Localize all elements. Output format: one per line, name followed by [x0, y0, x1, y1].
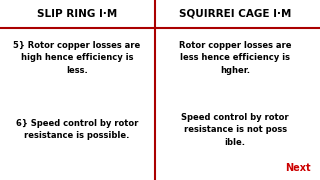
- Text: SQUIRREI CAGE I·M: SQUIRREI CAGE I·M: [179, 9, 292, 19]
- Text: 5} Rotor copper losses are
high hence efficiency is
less.: 5} Rotor copper losses are high hence ef…: [13, 41, 140, 75]
- Text: Rotor copper losses are
less hence efficiency is
hgher.: Rotor copper losses are less hence effic…: [179, 41, 292, 75]
- Text: Next: Next: [285, 163, 310, 173]
- Text: 6} Speed control by rotor
resistance is possible.: 6} Speed control by rotor resistance is …: [16, 119, 138, 140]
- Text: SLIP RING I·M: SLIP RING I·M: [37, 9, 117, 19]
- Text: Speed control by rotor
resistance is not poss
ible.: Speed control by rotor resistance is not…: [181, 113, 289, 147]
